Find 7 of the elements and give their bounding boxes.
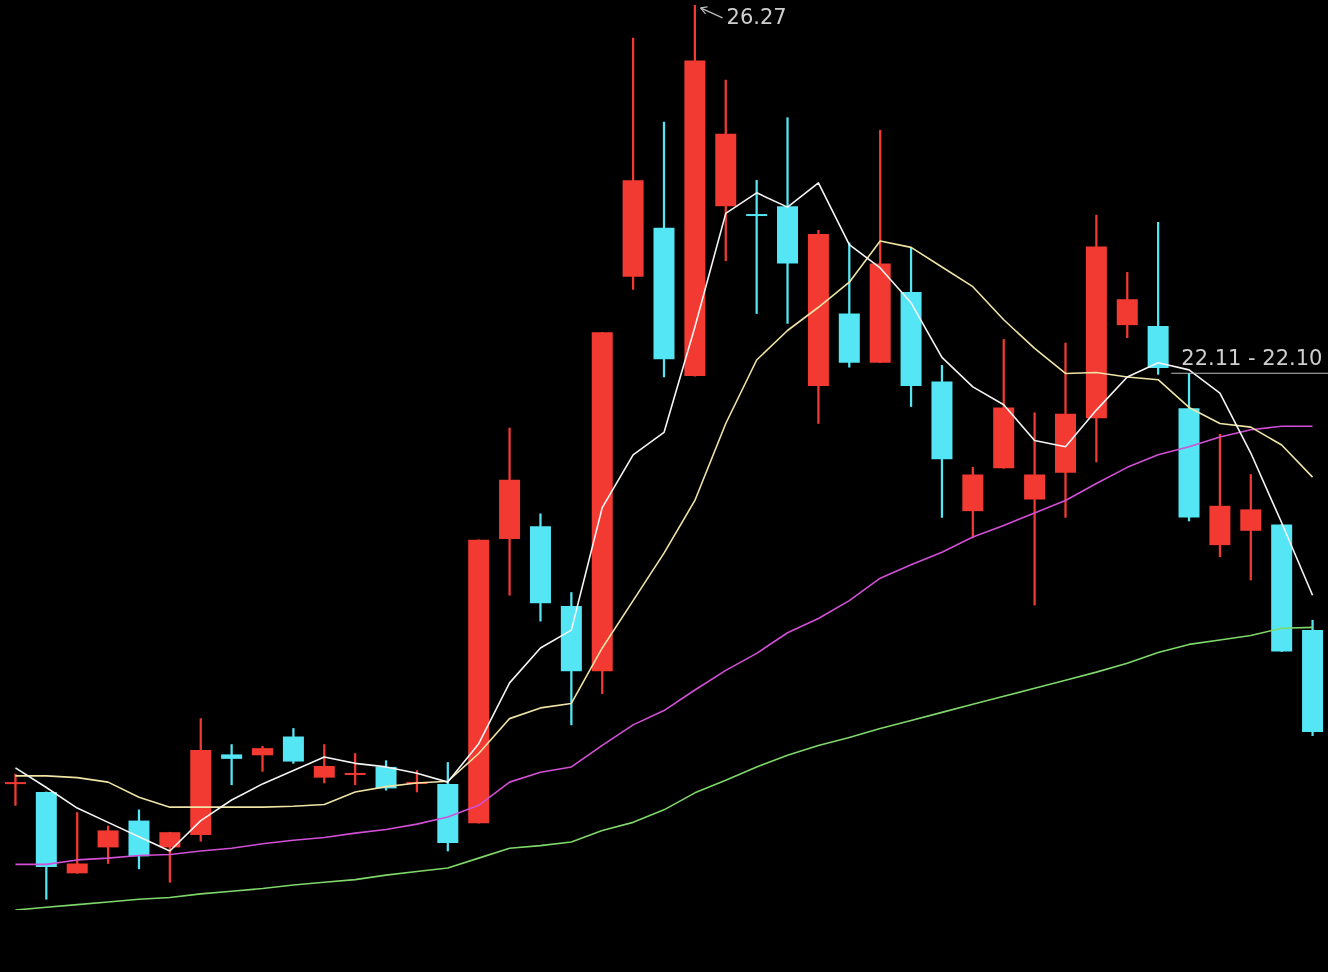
annotation: 22.11 - 22.10	[1181, 346, 1323, 371]
candlestick	[4, 773, 26, 806]
candlestick	[221, 744, 243, 786]
annotation: 26.27	[726, 4, 787, 29]
candlestick	[252, 746, 274, 772]
candlestick	[1024, 412, 1046, 606]
candlestick	[777, 117, 799, 324]
